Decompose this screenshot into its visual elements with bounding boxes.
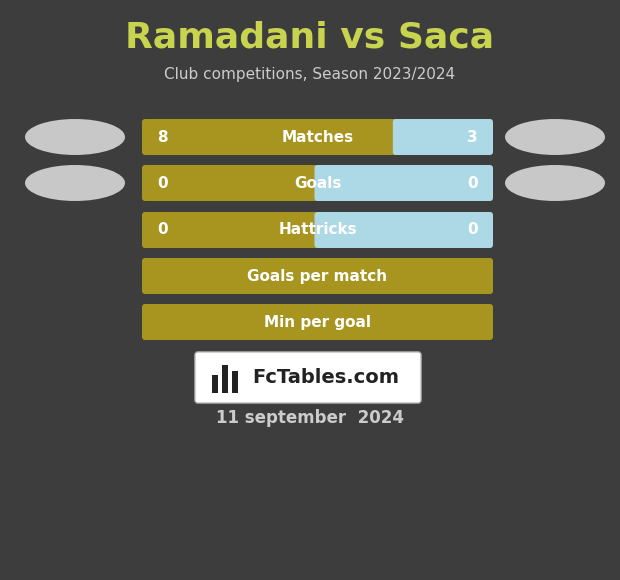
Ellipse shape — [505, 165, 605, 201]
Text: Goals: Goals — [294, 176, 341, 190]
FancyBboxPatch shape — [142, 258, 493, 294]
Text: Ramadani vs Saca: Ramadani vs Saca — [125, 21, 495, 55]
FancyBboxPatch shape — [142, 212, 321, 248]
Text: Matches: Matches — [281, 129, 353, 144]
Text: FcTables.com: FcTables.com — [252, 368, 399, 387]
Text: Club competitions, Season 2023/2024: Club competitions, Season 2023/2024 — [164, 67, 456, 82]
FancyBboxPatch shape — [195, 352, 421, 403]
FancyBboxPatch shape — [314, 165, 493, 201]
Text: 0: 0 — [467, 176, 478, 190]
FancyBboxPatch shape — [314, 212, 493, 248]
FancyBboxPatch shape — [142, 165, 321, 201]
Text: Min per goal: Min per goal — [264, 314, 371, 329]
Text: 11 september  2024: 11 september 2024 — [216, 409, 404, 427]
Bar — [212, 375, 218, 393]
FancyBboxPatch shape — [142, 304, 493, 340]
Bar — [222, 365, 228, 393]
Text: 0: 0 — [157, 223, 167, 237]
Ellipse shape — [25, 119, 125, 155]
Ellipse shape — [505, 119, 605, 155]
Ellipse shape — [25, 165, 125, 201]
Text: 0: 0 — [157, 176, 167, 190]
FancyBboxPatch shape — [142, 119, 399, 155]
Text: Hattricks: Hattricks — [278, 223, 357, 237]
Bar — [232, 371, 238, 393]
FancyBboxPatch shape — [393, 119, 493, 155]
Text: 3: 3 — [467, 129, 478, 144]
Text: 8: 8 — [157, 129, 167, 144]
Text: Goals per match: Goals per match — [247, 269, 388, 284]
Text: 0: 0 — [467, 223, 478, 237]
